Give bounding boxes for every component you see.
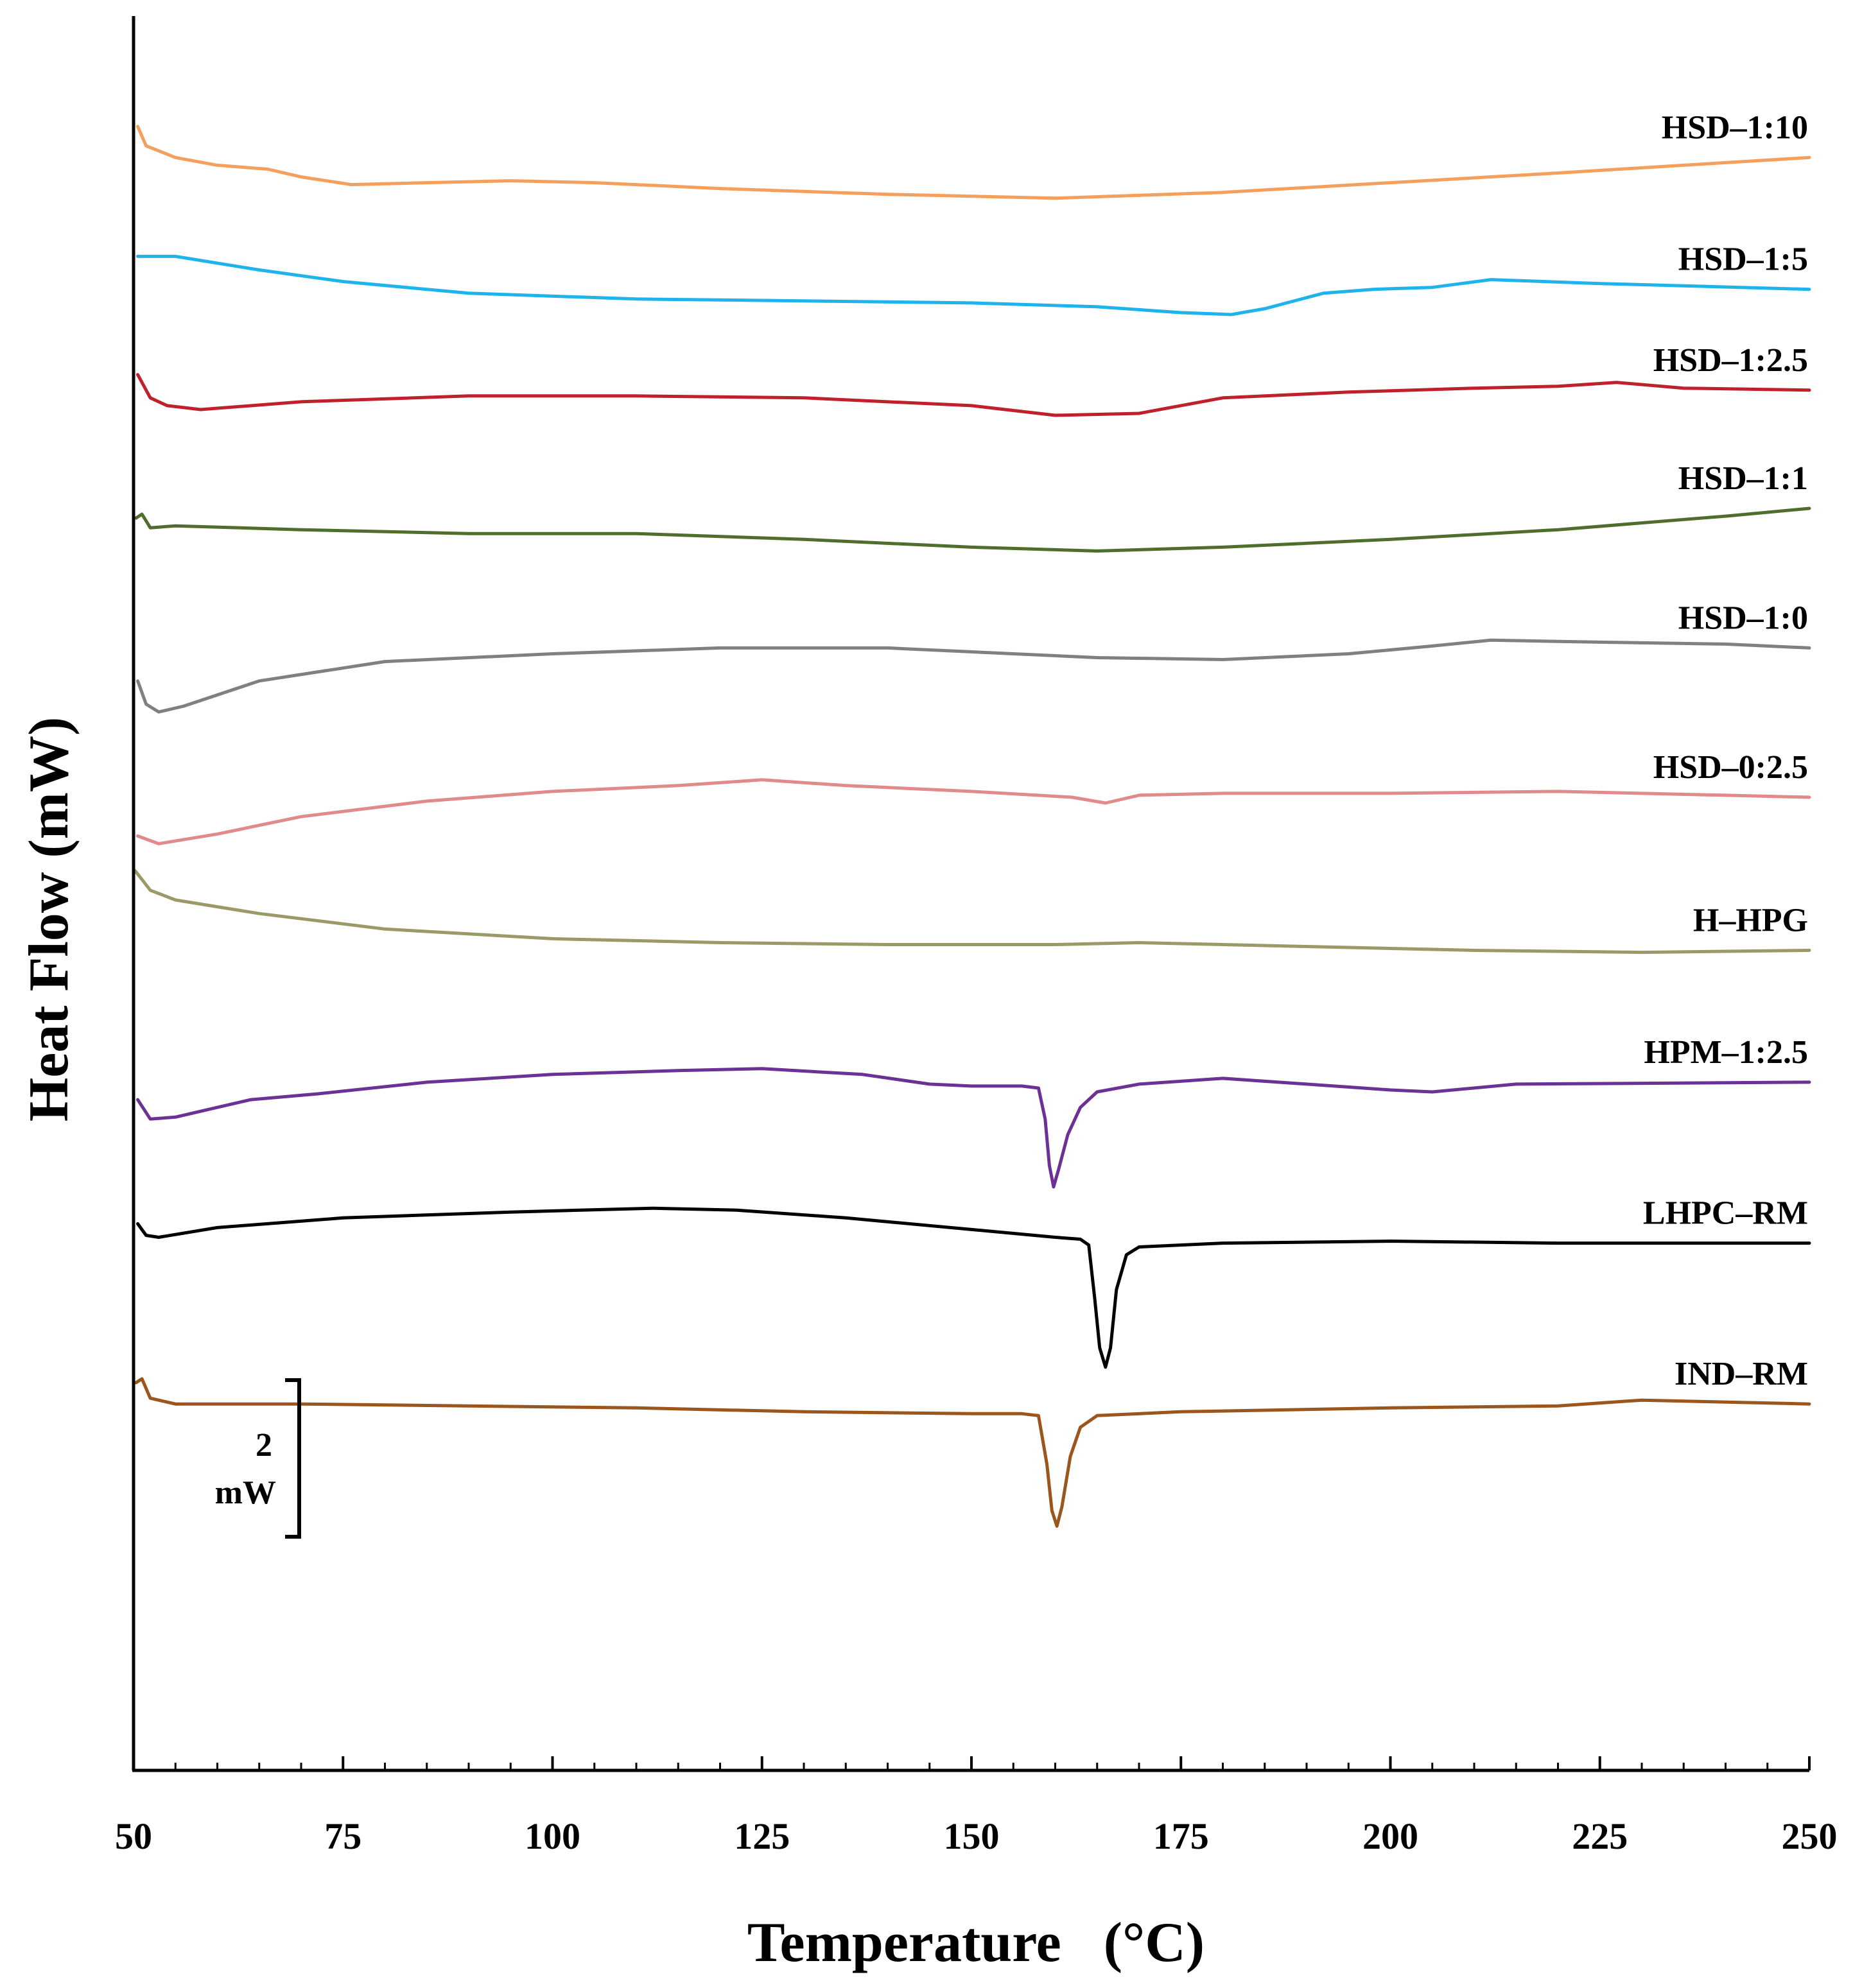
series-line-hsd-1-0 <box>136 638 1811 714</box>
x-axis-title: Temperature (°C) <box>747 1912 1205 1974</box>
series-line-hsd-1-5 <box>136 254 1811 316</box>
series-line-hsd-1-2-5 <box>136 373 1811 417</box>
x-tick-label: 150 <box>944 1815 1000 1857</box>
series-label-h-hpg: H–HPG <box>1693 903 1808 939</box>
scale-bar-unit: mW <box>215 1474 276 1511</box>
series-label-layer: HSD–1:10 HSD–1:5 HSD–1:2.5 HSD–1:1 HSD–1:0 HS… <box>1643 109 1808 1392</box>
x-tick-label: 100 <box>525 1815 580 1857</box>
series-line-hsd-1-10 <box>136 125 1811 200</box>
scale-bar: 2 mW <box>215 1378 301 1539</box>
x-tick-label: 125 <box>734 1815 790 1857</box>
series-line-ind-rm <box>134 1377 1811 1528</box>
x-tick-label: 250 <box>1782 1815 1838 1857</box>
series-label-hsd-1-2-5: HSD–1:2.5 <box>1653 342 1808 379</box>
x-tick-label: 175 <box>1153 1815 1209 1857</box>
scale-bar-value: 2 <box>256 1427 272 1464</box>
x-tick-label: 75 <box>324 1815 361 1857</box>
y-axis-title: Heat Flow (mW) <box>18 717 80 1121</box>
series-line-h-hpg <box>134 869 1811 955</box>
series-label-lhpc-rm: LHPC–RM <box>1643 1195 1808 1232</box>
series-line-lhpc-rm <box>136 1206 1811 1369</box>
series-label-hsd-0-2-5: HSD–0:2.5 <box>1653 749 1808 786</box>
series-label-hsd-1-5: HSD–1:5 <box>1678 241 1808 278</box>
series-label-hsd-1-0: HSD–1:0 <box>1678 600 1808 636</box>
series-layer <box>134 125 1811 1528</box>
x-tick-label: 225 <box>1572 1815 1628 1857</box>
series-label-hsd-1-1: HSD–1:1 <box>1678 460 1808 497</box>
series-line-hpm-1-2-5 <box>136 1067 1811 1189</box>
x-tick-label: 200 <box>1362 1815 1418 1857</box>
x-tick-label: 50 <box>115 1815 152 1857</box>
series-line-hsd-0-2-5 <box>136 778 1811 845</box>
series-line-hsd-1-1 <box>134 506 1811 553</box>
x-ticks: 50 75 100 125 150 175 200 225 250 <box>115 1756 1838 1857</box>
series-label-hsd-1-10: HSD–1:10 <box>1662 109 1808 146</box>
series-label-hpm-1-2-5: HPM–1:2.5 <box>1644 1034 1808 1071</box>
series-label-ind-rm: IND–RM <box>1675 1356 1808 1392</box>
